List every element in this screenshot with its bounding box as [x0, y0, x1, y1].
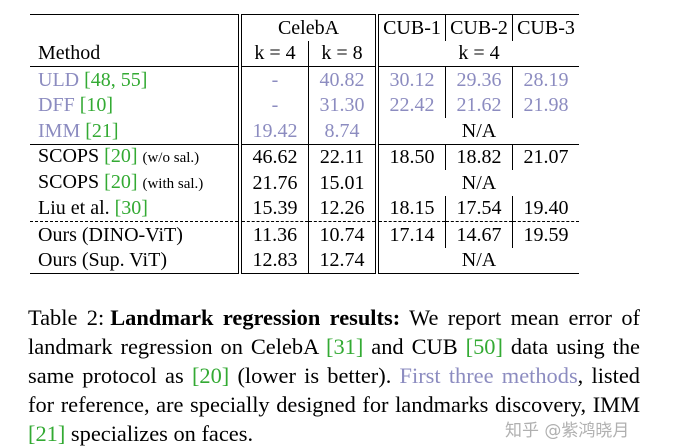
- value-cell: 18.50: [375, 144, 446, 170]
- citation: [20]: [104, 145, 138, 168]
- caption-text: We report mean error of landmark regress…: [28, 305, 641, 359]
- value-cell: 18.82: [445, 144, 513, 170]
- value-cell: 12.83: [238, 247, 309, 274]
- value-cell: 8.74: [308, 118, 377, 145]
- citation: [10]: [79, 94, 114, 117]
- value-cell: 29.36: [445, 66, 513, 93]
- value-cell: 15.01: [308, 170, 377, 196]
- method-cell: Ours (Sup. ViT): [30, 248, 240, 274]
- caption-label: Table 2:: [28, 305, 105, 330]
- value-cell: N/A: [375, 247, 579, 274]
- value-cell: 30.12: [375, 66, 446, 93]
- method-cell: DFF [10]: [30, 93, 240, 119]
- value-cell: 19.42: [238, 118, 309, 145]
- method-name: SCOPS: [38, 145, 100, 168]
- caption-text: [50]: [465, 334, 503, 359]
- table-row: SCOPS [20] (w/o sal.) 46.62 22.11 18.50 18.82 2…: [30, 144, 579, 170]
- value-cell: 15.39: [238, 195, 309, 222]
- value-cell: 31.30: [308, 92, 377, 118]
- k-header: k = 4: [375, 40, 579, 67]
- table-row: ULD [48, 55] -40.82 30.12 29.36 28.19: [30, 66, 579, 93]
- table-row: Ours (Sup. ViT) 12.83 12.74 N/A: [30, 247, 579, 274]
- citation: [48, 55]: [84, 68, 148, 91]
- caption-text: (lower is better).: [229, 363, 400, 388]
- citation: [20]: [104, 170, 138, 193]
- table-row: DFF [10] -31.30 22.42 21.62 21.98: [30, 92, 579, 119]
- method-cell: SCOPS [20] (w/o sal.): [30, 144, 240, 170]
- value-cell: 12.74: [308, 247, 377, 274]
- caption-text: [20]: [191, 363, 230, 388]
- method-name: Liu et al.: [38, 197, 110, 220]
- caption-text: specializes on faces.: [65, 421, 254, 446]
- value-cell: 46.62: [238, 144, 309, 170]
- value-cell: 14.67: [445, 221, 513, 248]
- k-header: k = 4: [238, 40, 309, 67]
- method-cell: SCOPS [20] (with sal.): [30, 170, 240, 196]
- value-cell: 17.54: [445, 195, 513, 222]
- method-cell: Liu et al. [30]: [30, 195, 240, 222]
- caption-text: [31]: [326, 334, 364, 359]
- group-header: CUB-1: [375, 14, 446, 41]
- value-cell: N/A: [375, 170, 579, 196]
- value-cell: 19.40: [512, 195, 579, 222]
- citation: [30]: [114, 197, 148, 220]
- value-cell: 21.98: [512, 92, 579, 118]
- method-name: SCOPS: [38, 170, 100, 193]
- caption-heading: Landmark regression results:: [110, 305, 401, 330]
- caption-text: First three methods: [399, 363, 578, 388]
- watermark: 知乎 @紫鸿晓月: [505, 421, 630, 441]
- value-cell: N/A: [375, 118, 579, 145]
- method-name: Ours (Sup. ViT): [38, 249, 167, 272]
- method-name: Ours (DINO-ViT): [38, 223, 183, 246]
- value-cell: 12.26: [308, 195, 377, 222]
- value-cell: 21.62: [445, 92, 513, 118]
- group-header: CUB-3: [512, 14, 579, 41]
- method-name: ULD: [38, 68, 80, 91]
- value-cell: 22.42: [375, 92, 446, 118]
- group-header: CelebA: [238, 14, 377, 41]
- caption-text: data using the same protocol as: [28, 334, 640, 388]
- value-cell: 19.59: [512, 221, 579, 248]
- value-cell: 17.14: [375, 221, 446, 248]
- caption-text: and CUB: [363, 334, 466, 359]
- caption: Table 2: Landmark regression results: We …: [28, 303, 640, 448]
- method-name: DFF: [38, 94, 75, 117]
- header-row: CelebA CUB-1 CUB-2 CUB-3: [30, 14, 579, 41]
- method-note: (w/o sal.): [142, 150, 200, 167]
- value-cell: -: [238, 66, 309, 93]
- value-cell: 28.19: [512, 66, 579, 93]
- method-note: (with sal.): [142, 175, 204, 192]
- table-row: Liu et al. [30] 15.39 12.26 18.15 17.54 19.40: [30, 195, 579, 222]
- value-cell: 21.76: [238, 170, 309, 196]
- citation: [21]: [85, 119, 119, 142]
- group-header: CUB-2: [445, 14, 513, 41]
- table-row: IMM [21] 19.42 8.74 N/A: [30, 118, 579, 145]
- method-cell: Ours (DINO-ViT): [30, 222, 240, 248]
- value-cell: 18.15: [375, 195, 446, 222]
- value-cell: -: [238, 92, 309, 118]
- header-cell: [30, 15, 240, 41]
- method-cell: IMM [21]: [30, 118, 240, 145]
- caption-text: , listed for reference, are specially de…: [28, 363, 640, 417]
- table-row: SCOPS [20] (with sal.) 21.76 15.01 N/A: [30, 170, 579, 196]
- value-cell: 22.11: [308, 144, 377, 170]
- value-cell: 10.74: [308, 221, 377, 248]
- table-row: Ours (DINO-ViT) 11.36 10.74 17.14 14.67 19.59: [30, 221, 579, 248]
- value-cell: 11.36: [238, 221, 309, 248]
- method-header: Method: [30, 40, 240, 67]
- method-name: IMM: [38, 119, 81, 142]
- value-cell: 40.82: [308, 66, 377, 93]
- k-header: k = 8: [308, 40, 377, 67]
- value-cell: 21.07: [512, 144, 579, 170]
- method-cell: ULD [48, 55]: [30, 67, 240, 93]
- caption-text: [21]: [28, 421, 66, 446]
